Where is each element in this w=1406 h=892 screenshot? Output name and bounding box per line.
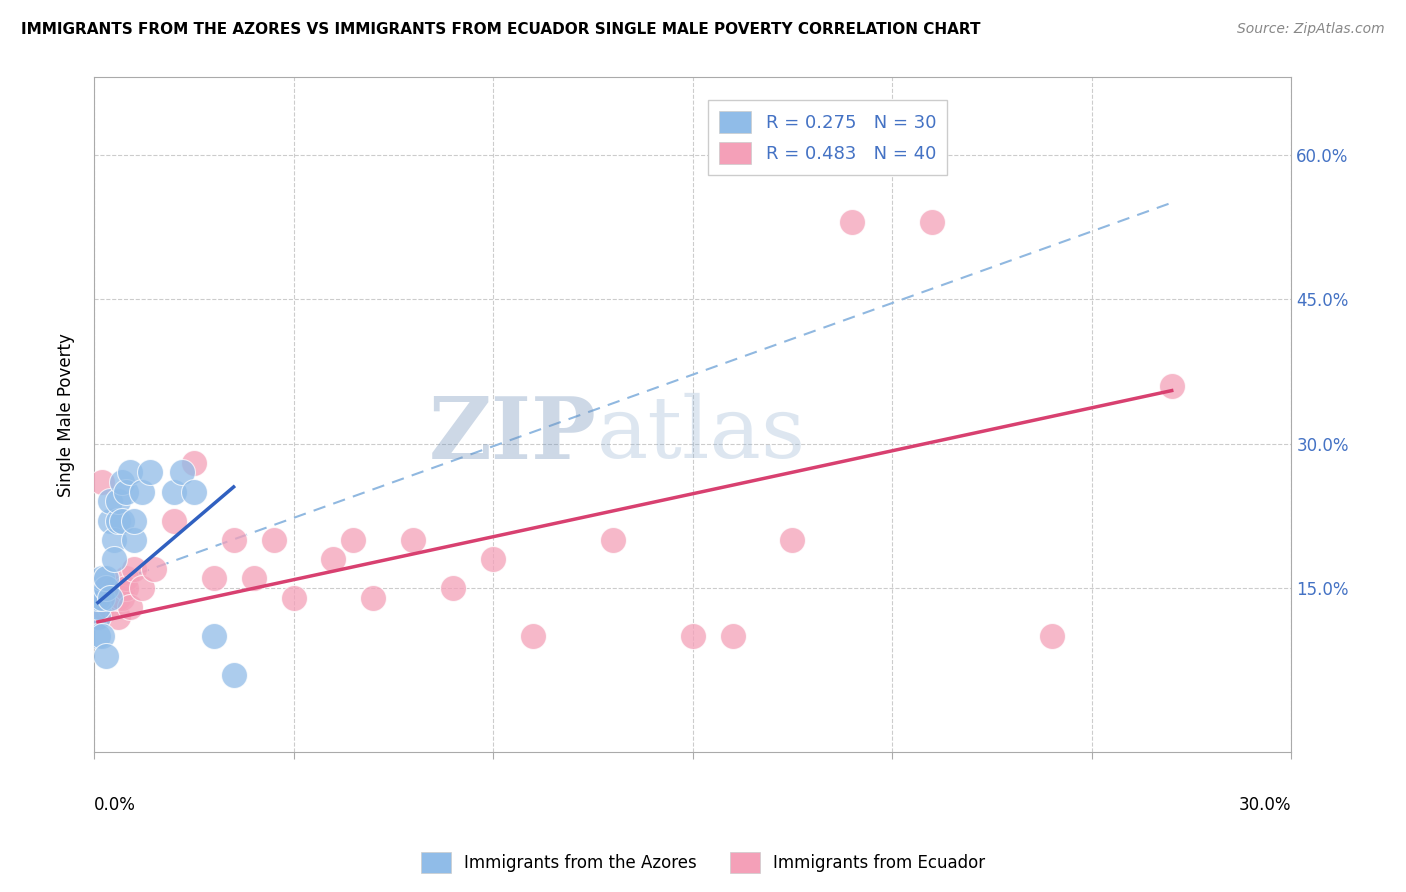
Point	[98, 591, 121, 605]
Point	[242, 572, 264, 586]
Legend: R = 0.275   N = 30, R = 0.483   N = 40: R = 0.275 N = 30, R = 0.483 N = 40	[709, 100, 948, 175]
Point	[183, 456, 205, 470]
Point	[202, 572, 225, 586]
Point	[87, 600, 110, 615]
Point	[721, 629, 744, 643]
Point	[87, 591, 110, 605]
Point	[90, 600, 112, 615]
Point	[402, 533, 425, 547]
Text: 30.0%: 30.0%	[1239, 796, 1292, 814]
Point	[841, 215, 863, 229]
Point	[322, 552, 344, 566]
Point	[111, 581, 134, 595]
Text: Source: ZipAtlas.com: Source: ZipAtlas.com	[1237, 22, 1385, 37]
Point	[283, 591, 305, 605]
Point	[522, 629, 544, 643]
Point	[94, 572, 117, 586]
Point	[222, 533, 245, 547]
Legend: Immigrants from the Azores, Immigrants from Ecuador: Immigrants from the Azores, Immigrants f…	[413, 846, 993, 880]
Point	[107, 494, 129, 508]
Point	[222, 668, 245, 682]
Point	[98, 494, 121, 508]
Point	[118, 600, 141, 615]
Point	[103, 533, 125, 547]
Point	[202, 629, 225, 643]
Point	[122, 562, 145, 576]
Point	[342, 533, 364, 547]
Point	[94, 591, 117, 605]
Text: ZIP: ZIP	[429, 392, 598, 477]
Point	[94, 648, 117, 663]
Y-axis label: Single Male Poverty: Single Male Poverty	[58, 333, 75, 497]
Point	[163, 484, 186, 499]
Point	[98, 600, 121, 615]
Point	[921, 215, 943, 229]
Point	[111, 591, 134, 605]
Point	[142, 562, 165, 576]
Point	[90, 475, 112, 489]
Text: IMMIGRANTS FROM THE AZORES VS IMMIGRANTS FROM ECUADOR SINGLE MALE POVERTY CORREL: IMMIGRANTS FROM THE AZORES VS IMMIGRANTS…	[21, 22, 980, 37]
Point	[115, 484, 138, 499]
Point	[87, 610, 110, 624]
Point	[682, 629, 704, 643]
Point	[98, 591, 121, 605]
Point	[115, 572, 138, 586]
Point	[111, 475, 134, 489]
Point	[122, 533, 145, 547]
Point	[602, 533, 624, 547]
Point	[111, 514, 134, 528]
Point	[107, 610, 129, 624]
Point	[1040, 629, 1063, 643]
Point	[107, 591, 129, 605]
Point	[98, 514, 121, 528]
Point	[183, 484, 205, 499]
Point	[122, 514, 145, 528]
Point	[94, 581, 117, 595]
Point	[87, 629, 110, 643]
Point	[107, 514, 129, 528]
Point	[363, 591, 385, 605]
Point	[441, 581, 464, 595]
Point	[1160, 378, 1182, 392]
Point	[139, 466, 162, 480]
Point	[115, 581, 138, 595]
Point	[103, 552, 125, 566]
Point	[263, 533, 285, 547]
Point	[90, 629, 112, 643]
Point	[131, 484, 153, 499]
Point	[131, 581, 153, 595]
Text: 0.0%: 0.0%	[94, 796, 136, 814]
Point	[118, 466, 141, 480]
Point	[90, 591, 112, 605]
Point	[94, 581, 117, 595]
Point	[87, 610, 110, 624]
Point	[482, 552, 505, 566]
Point	[90, 572, 112, 586]
Point	[103, 581, 125, 595]
Point	[170, 466, 193, 480]
Point	[163, 514, 186, 528]
Point	[782, 533, 804, 547]
Text: atlas: atlas	[598, 393, 806, 476]
